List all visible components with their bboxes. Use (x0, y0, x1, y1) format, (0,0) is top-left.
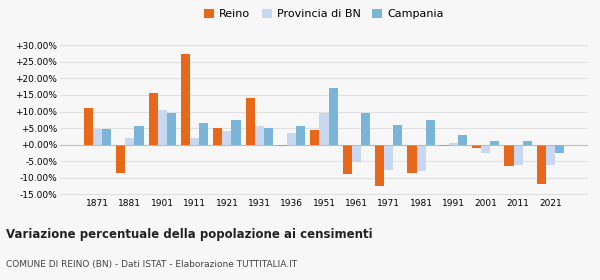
Bar (393, 125, 402, 145)
Bar (264, 128, 273, 145)
Bar (296, 127, 305, 145)
Bar (134, 127, 143, 145)
Bar (472, 145, 481, 148)
Bar (158, 110, 167, 145)
Bar (181, 53, 190, 145)
Bar (167, 113, 176, 145)
Bar (343, 145, 352, 174)
Bar (425, 120, 434, 145)
Bar (223, 131, 232, 145)
Bar (505, 145, 514, 166)
Bar (490, 141, 499, 145)
Bar (361, 113, 370, 145)
Bar (149, 93, 158, 145)
Bar (199, 123, 208, 145)
Bar (102, 129, 111, 145)
Bar (287, 133, 296, 145)
Bar (319, 113, 329, 145)
Bar (555, 145, 564, 153)
Bar (93, 129, 102, 145)
Bar (514, 145, 523, 165)
Legend: Reino, Provincia di BN, Campania: Reino, Provincia di BN, Campania (199, 4, 449, 24)
Bar (352, 145, 361, 162)
Bar (190, 138, 199, 145)
Bar (523, 141, 532, 145)
Text: COMUNE DI REINO (BN) - Dati ISTAT - Elaborazione TUTTITALIA.IT: COMUNE DI REINO (BN) - Dati ISTAT - Elab… (6, 260, 297, 269)
Bar (375, 145, 384, 186)
Bar (232, 120, 241, 145)
Bar (84, 108, 93, 145)
Bar (384, 145, 393, 169)
Bar (537, 145, 546, 185)
Bar (116, 145, 125, 173)
Bar (246, 98, 255, 145)
Bar (214, 128, 223, 145)
Bar (481, 145, 490, 153)
Bar (255, 127, 264, 145)
Bar (407, 145, 416, 173)
Bar (125, 138, 134, 145)
Bar (458, 135, 467, 145)
Bar (310, 130, 319, 145)
Bar (440, 145, 449, 146)
Bar (546, 145, 555, 165)
Text: Variazione percentuale della popolazione ai censimenti: Variazione percentuale della popolazione… (6, 228, 373, 241)
Bar (416, 145, 425, 171)
Bar (278, 145, 287, 146)
Bar (449, 143, 458, 145)
Bar (329, 88, 338, 145)
